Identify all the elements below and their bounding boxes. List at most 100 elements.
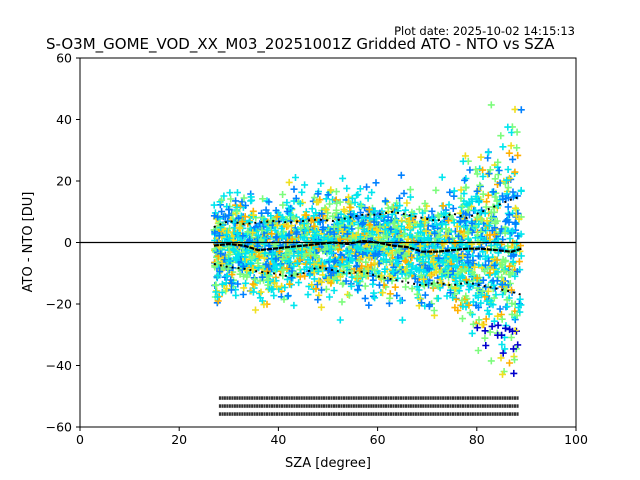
data-point	[314, 296, 322, 304]
data-point	[497, 354, 505, 362]
data-point	[268, 230, 276, 238]
data-point	[425, 252, 432, 260]
data-point	[507, 252, 515, 260]
bin-stat-mark	[454, 412, 457, 416]
bin-stat-mark	[333, 412, 336, 416]
data-point	[342, 277, 350, 285]
bin-stat-mark	[333, 396, 336, 400]
data-point	[233, 207, 241, 215]
data-point	[367, 261, 375, 269]
bin-stat-mark	[330, 404, 333, 408]
data-point	[482, 342, 490, 349]
bin-stat-mark	[427, 412, 430, 416]
bin-stat-mark	[218, 412, 221, 416]
data-point	[490, 317, 498, 325]
bin-stat-mark	[293, 412, 296, 416]
bin-stat-mark	[256, 404, 259, 408]
data-point	[507, 142, 515, 150]
bin-stat-mark	[509, 412, 512, 416]
bin-stat-mark	[377, 396, 380, 400]
data-point	[310, 212, 318, 220]
bin-stat-mark	[365, 396, 368, 400]
data-point	[339, 228, 347, 236]
data-point	[225, 257, 233, 265]
data-point	[252, 227, 260, 235]
bin-stat-mark	[511, 412, 514, 416]
bin-stat-mark	[313, 412, 316, 416]
data-point	[319, 226, 326, 233]
data-point	[374, 260, 382, 268]
data-point	[406, 223, 414, 231]
bin-stat-mark	[452, 412, 455, 416]
data-point	[353, 191, 361, 199]
data-point	[234, 234, 242, 241]
bin-stat-mark	[501, 412, 504, 416]
bin-stat-mark	[476, 396, 479, 400]
data-point	[498, 259, 506, 267]
data-point	[506, 262, 514, 270]
data-point	[256, 290, 263, 297]
data-point	[290, 185, 298, 193]
data-point	[459, 261, 467, 269]
data-point	[267, 212, 275, 220]
data-point	[406, 269, 414, 277]
data-point	[510, 369, 518, 377]
data-point	[306, 259, 314, 267]
data-point	[465, 228, 473, 235]
bin-stat-mark	[342, 404, 345, 408]
data-point	[241, 213, 249, 221]
data-point	[512, 212, 520, 220]
data-point	[218, 196, 226, 204]
bin-stat-mark	[412, 412, 415, 416]
bin-stat-mark	[424, 404, 427, 408]
data-point	[356, 233, 364, 241]
data-point	[502, 324, 509, 332]
bin-stat-mark	[226, 396, 229, 400]
data-point	[298, 188, 306, 196]
data-point	[258, 273, 266, 281]
data-point	[487, 101, 495, 109]
data-point	[509, 193, 517, 201]
bin-stat-mark	[491, 412, 494, 416]
data-point	[491, 270, 499, 278]
bin-stat-mark	[385, 396, 388, 400]
data-point	[224, 217, 232, 225]
data-point	[354, 286, 362, 293]
bin-stat-mark	[218, 404, 221, 408]
data-point	[217, 250, 225, 258]
bin-stat-mark	[412, 404, 415, 408]
data-point	[461, 152, 469, 160]
data-point	[473, 274, 481, 282]
data-point	[286, 280, 294, 288]
bin-stat-mark	[226, 404, 229, 408]
data-point	[371, 207, 379, 215]
bin-stat-mark	[452, 404, 455, 408]
bin-stat-mark	[261, 404, 264, 408]
bin-stat-mark	[476, 404, 479, 408]
data-point	[509, 155, 517, 163]
data-point	[279, 201, 287, 209]
bin-stat-mark	[491, 396, 494, 400]
data-point	[379, 289, 387, 297]
data-point	[461, 217, 469, 225]
data-point	[324, 276, 331, 284]
data-point	[223, 285, 231, 293]
data-point	[490, 188, 497, 196]
data-point	[494, 249, 502, 257]
bin-stat-mark	[407, 412, 410, 416]
data-point	[517, 187, 525, 195]
bin-stat-mark	[273, 412, 276, 416]
data-point	[484, 307, 491, 314]
bin-stat-mark	[335, 412, 338, 416]
data-point	[506, 280, 514, 287]
data-point	[260, 301, 268, 309]
data-point	[370, 252, 378, 260]
bin-stat-mark	[471, 412, 474, 416]
data-point	[322, 195, 330, 203]
bin-stat-mark	[320, 412, 323, 416]
bin-stat-mark	[340, 412, 343, 416]
data-point	[345, 262, 353, 270]
data-point	[257, 288, 265, 296]
data-point	[419, 209, 427, 217]
data-point	[426, 271, 434, 279]
